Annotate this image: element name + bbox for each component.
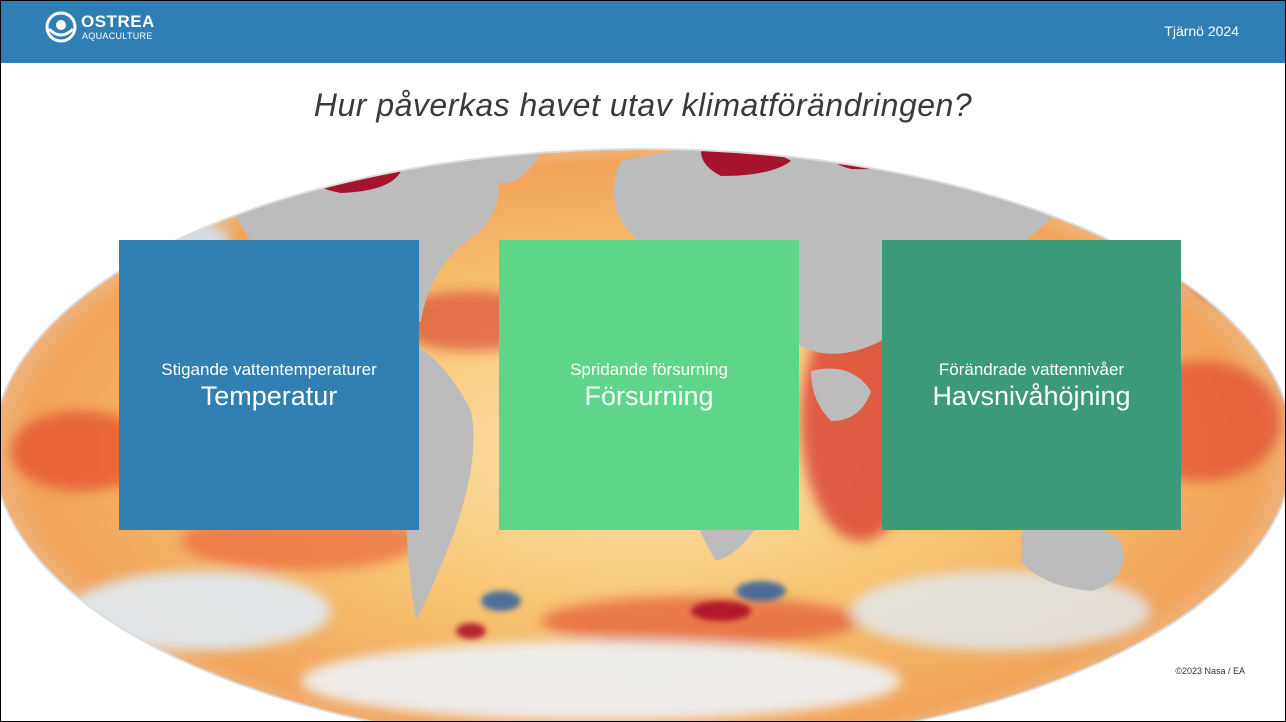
slide-title: Hur påverkas havet utav klimatförändring… [313, 87, 973, 123]
header-location-year: Tjärnö 2024 [1164, 23, 1239, 39]
card-acidification[interactable]: Spridande försurning Försurning [499, 240, 799, 530]
card-acidification-subtitle: Spridande försurning [570, 360, 728, 379]
card-temperature-title: Temperatur [200, 381, 338, 411]
card-temperature-subtitle: Stigande vattentemperaturer [161, 360, 377, 379]
oyster-logo-icon [45, 11, 77, 43]
card-acidification-title: Försurning [584, 381, 714, 411]
header-bar: OSTREA AQUACULTURE Tjärnö 2024 [1, 1, 1285, 63]
image-credit: ©2023 Nasa / EA [1175, 666, 1245, 676]
card-sea-level-title: Havsnivåhöjning [932, 381, 1131, 411]
card-sea-level-subtitle: Förändrade vattennivåer [938, 360, 1125, 379]
logo-name: OSTREA [81, 12, 155, 31]
logo-subtitle: AQUACULTURE [82, 31, 153, 41]
card-temperature[interactable]: Stigande vattentemperaturer Temperatur [119, 240, 419, 530]
card-sea-level[interactable]: Förändrade vattennivåer Havsnivåhöjning [882, 240, 1181, 530]
